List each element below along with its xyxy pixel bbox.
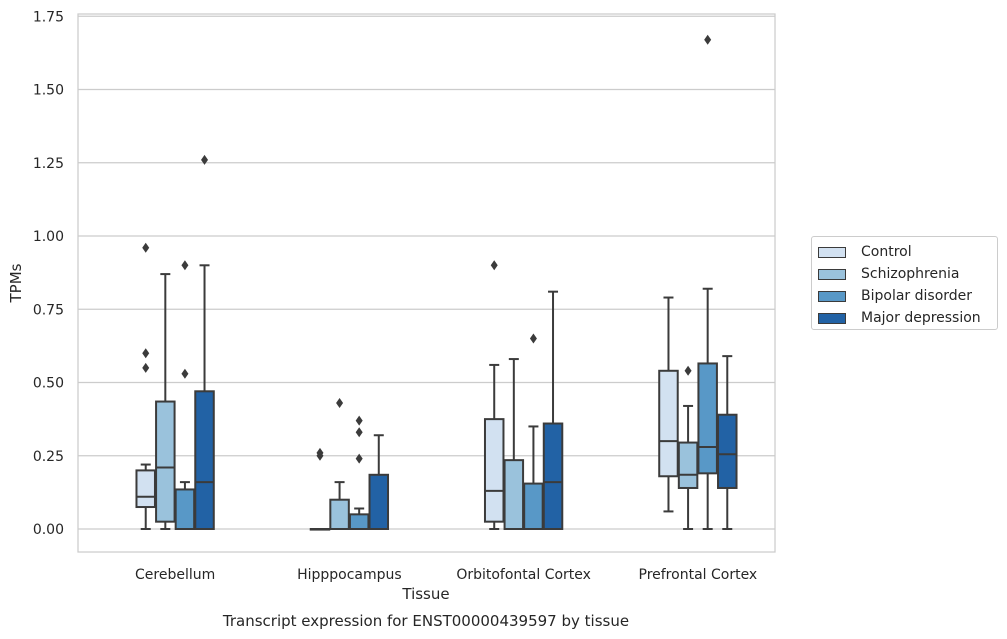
x-tick-labels: Cerebellum Hipppocampus Orbitofontal Corte… bbox=[135, 567, 757, 583]
y-tick-label: 1.50 bbox=[33, 83, 64, 99]
box-body bbox=[348, 513, 370, 530]
box-body bbox=[135, 469, 156, 509]
y-axis-label: TPMs bbox=[7, 263, 25, 303]
x-tick-label: Orbitofontal Cortex bbox=[456, 567, 591, 583]
outlier-point bbox=[181, 260, 189, 271]
box-body bbox=[697, 362, 718, 475]
box-body bbox=[542, 422, 564, 530]
box-major-depression bbox=[542, 290, 564, 530]
y-tick-label: 1.25 bbox=[33, 156, 64, 172]
box-series bbox=[135, 34, 738, 531]
legend-item-major-depression: Major depression bbox=[818, 307, 997, 329]
legend-item-bipolar-disorder: Bipolar disorder bbox=[818, 285, 997, 307]
box-body bbox=[503, 459, 525, 530]
legend-label: Major depression bbox=[861, 310, 981, 326]
box-control bbox=[658, 296, 679, 513]
outlier-point bbox=[684, 365, 692, 376]
outlier-point bbox=[490, 260, 498, 271]
box-body bbox=[368, 473, 390, 531]
box-body bbox=[658, 369, 679, 478]
legend-swatch bbox=[818, 312, 846, 324]
x-axis-label: Tissue bbox=[401, 585, 449, 603]
box-body bbox=[523, 482, 544, 530]
x-tick-label: Hipppocampus bbox=[297, 567, 402, 583]
box-bipolar-disorder bbox=[348, 415, 370, 530]
outlier-point bbox=[704, 34, 712, 45]
box-body bbox=[717, 413, 738, 489]
box-schizophrenia bbox=[155, 273, 176, 530]
legend-item-schizophrenia: Schizophrenia bbox=[818, 263, 997, 285]
box-schizophrenia bbox=[503, 358, 525, 530]
box-control bbox=[309, 447, 331, 531]
legend: Control Schizophrenia Bipolar disorder M… bbox=[811, 236, 998, 330]
outlier-point bbox=[142, 348, 150, 359]
y-gridlines bbox=[78, 15, 775, 530]
outlier-point bbox=[316, 447, 324, 458]
legend-swatch bbox=[818, 290, 846, 302]
box-bipolar-disorder bbox=[697, 34, 718, 530]
outlier-point bbox=[142, 242, 150, 253]
outlier-point bbox=[355, 415, 363, 426]
y-tick-label: 0.00 bbox=[33, 522, 64, 538]
box-bipolar-disorder bbox=[523, 333, 544, 530]
box-bipolar-disorder bbox=[174, 260, 196, 531]
outlier-point bbox=[142, 362, 150, 373]
legend-item-control: Control bbox=[818, 241, 997, 263]
y-tick-label: 0.50 bbox=[33, 376, 64, 392]
legend-label: Bipolar disorder bbox=[861, 288, 973, 304]
chart-caption: Transcript expression for ENST0000043959… bbox=[222, 612, 629, 630]
legend-swatch bbox=[818, 268, 846, 280]
box-body bbox=[329, 498, 350, 531]
outlier-point bbox=[201, 154, 209, 165]
plot-frame bbox=[77, 13, 776, 553]
legend-label: Schizophrenia bbox=[861, 266, 960, 282]
y-tick-labels: 0.00 0.25 0.50 0.75 1.00 1.25 1.50 1.75 bbox=[33, 9, 64, 538]
box-major-depression bbox=[717, 355, 738, 530]
y-tick-label: 1.00 bbox=[33, 229, 64, 245]
outlier-point bbox=[355, 453, 363, 464]
x-tick-label: Cerebellum bbox=[135, 567, 215, 583]
box-body bbox=[483, 418, 505, 523]
box-major-depression bbox=[368, 434, 390, 531]
legend-swatch bbox=[818, 246, 846, 258]
outlier-point bbox=[529, 333, 537, 344]
box-control bbox=[135, 242, 156, 530]
outlier-point bbox=[355, 427, 363, 438]
box-body bbox=[677, 441, 699, 489]
y-tick-label: 0.75 bbox=[33, 302, 64, 318]
box-major-depression bbox=[194, 154, 215, 531]
outlier-point bbox=[181, 368, 189, 379]
y-tick-label: 0.25 bbox=[33, 449, 64, 465]
outlier-point bbox=[336, 398, 344, 409]
x-tick-label: Prefrontal Cortex bbox=[639, 567, 758, 583]
box-schizophrenia bbox=[677, 365, 699, 530]
box-body bbox=[174, 488, 196, 531]
box-control bbox=[483, 260, 505, 530]
y-tick-label: 1.75 bbox=[33, 9, 64, 25]
box-body bbox=[194, 390, 215, 531]
box-schizophrenia bbox=[329, 398, 350, 531]
box-body bbox=[155, 400, 176, 523]
legend-label: Control bbox=[861, 244, 912, 260]
